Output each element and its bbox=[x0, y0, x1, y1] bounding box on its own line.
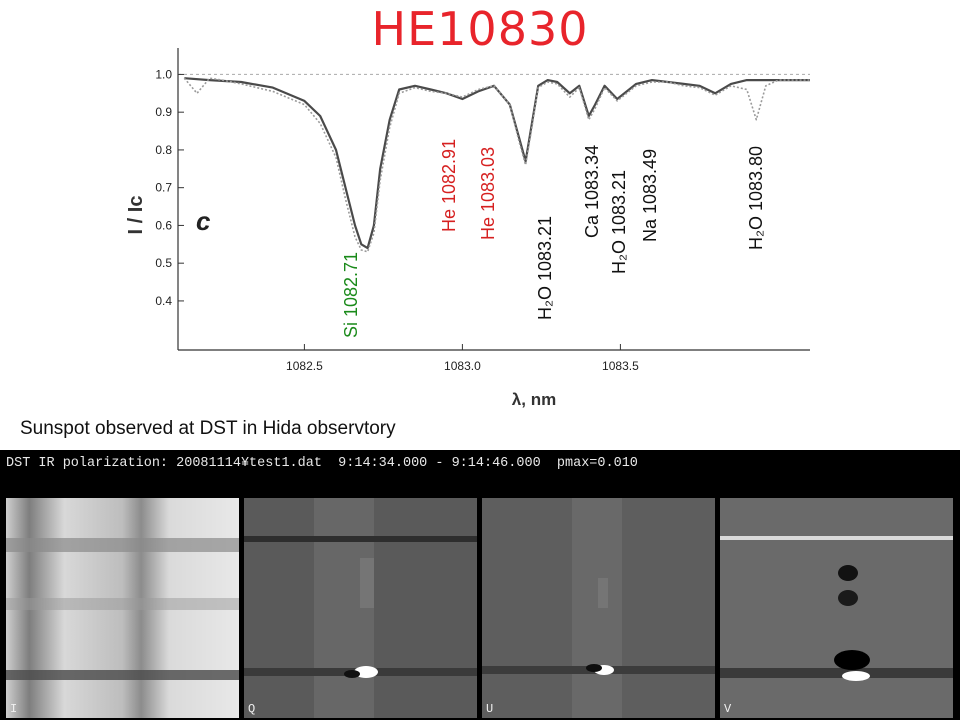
stokes-q-panel: Q bbox=[244, 498, 477, 718]
stokes-u-label: U bbox=[486, 702, 494, 716]
line-annotation: He 1083.03 bbox=[478, 147, 498, 240]
observation-caption: Sunspot observed at DST in Hida observto… bbox=[20, 418, 396, 439]
y-tick-label: 0.8 bbox=[155, 143, 172, 157]
line-annotation: He 1082.91 bbox=[439, 139, 459, 232]
observation-panel: DST IR polarization: 20081114¥test1.dat … bbox=[0, 450, 960, 720]
line-annotations: Si 1082.71 He 1082.91 He 1083.03 H₂O 1083.2… bbox=[341, 139, 766, 338]
stokes-v-label: V bbox=[724, 702, 732, 716]
x-tick-label: 1083.0 bbox=[444, 359, 481, 373]
line-annotation: Ca 1083.34 bbox=[582, 145, 602, 238]
spectrum-series-dotted bbox=[183, 77, 810, 253]
panel-letter: c bbox=[196, 206, 211, 236]
x-axis-label: λ, nm bbox=[512, 390, 556, 409]
stokes-v-panel: V bbox=[720, 498, 953, 718]
x-tick-label: 1082.5 bbox=[286, 359, 323, 373]
stokes-u-image bbox=[482, 498, 715, 718]
stokes-u-panel: U bbox=[482, 498, 715, 718]
x-tick-label: 1083.5 bbox=[602, 359, 639, 373]
y-tick-label: 0.7 bbox=[155, 181, 172, 195]
y-tick-label: 0.9 bbox=[155, 105, 172, 119]
y-tick-label: 0.5 bbox=[155, 256, 172, 270]
y-tick-label: 1.0 bbox=[155, 67, 172, 81]
line-annotation: H₂O 1083.21 bbox=[609, 170, 629, 274]
chart-axes: 0.4 0.5 0.6 0.7 0.8 0.9 1.0 1082.5 1083.0 1083.5 λ… bbox=[125, 48, 810, 409]
line-annotation: H₂O 1083.80 bbox=[746, 146, 766, 250]
y-axis-label: I / Ic bbox=[125, 196, 147, 235]
line-annotation: Na 1083.49 bbox=[640, 149, 660, 242]
stokes-q-image bbox=[244, 498, 477, 718]
stokes-v-image bbox=[720, 498, 953, 718]
line-annotation: Si 1082.71 bbox=[341, 252, 361, 338]
stokes-q-label: Q bbox=[248, 702, 256, 716]
y-tick-label: 0.6 bbox=[155, 218, 172, 232]
stokes-i-image bbox=[6, 498, 239, 718]
y-tick-label: 0.4 bbox=[155, 294, 172, 308]
spectrum-series-solid bbox=[184, 77, 810, 250]
observation-header: DST IR polarization: 20081114¥test1.dat … bbox=[6, 456, 638, 471]
line-annotation: H₂O 1083.21 bbox=[535, 216, 555, 320]
stokes-i-label: I bbox=[10, 702, 18, 716]
slide-title: HE10830 bbox=[371, 2, 589, 56]
spectrum-chart: 0.4 0.5 0.6 0.7 0.8 0.9 1.0 1082.5 1083.0 1083.5 λ… bbox=[125, 48, 810, 409]
stokes-i-panel: I bbox=[6, 498, 239, 718]
chart-series bbox=[183, 77, 810, 253]
